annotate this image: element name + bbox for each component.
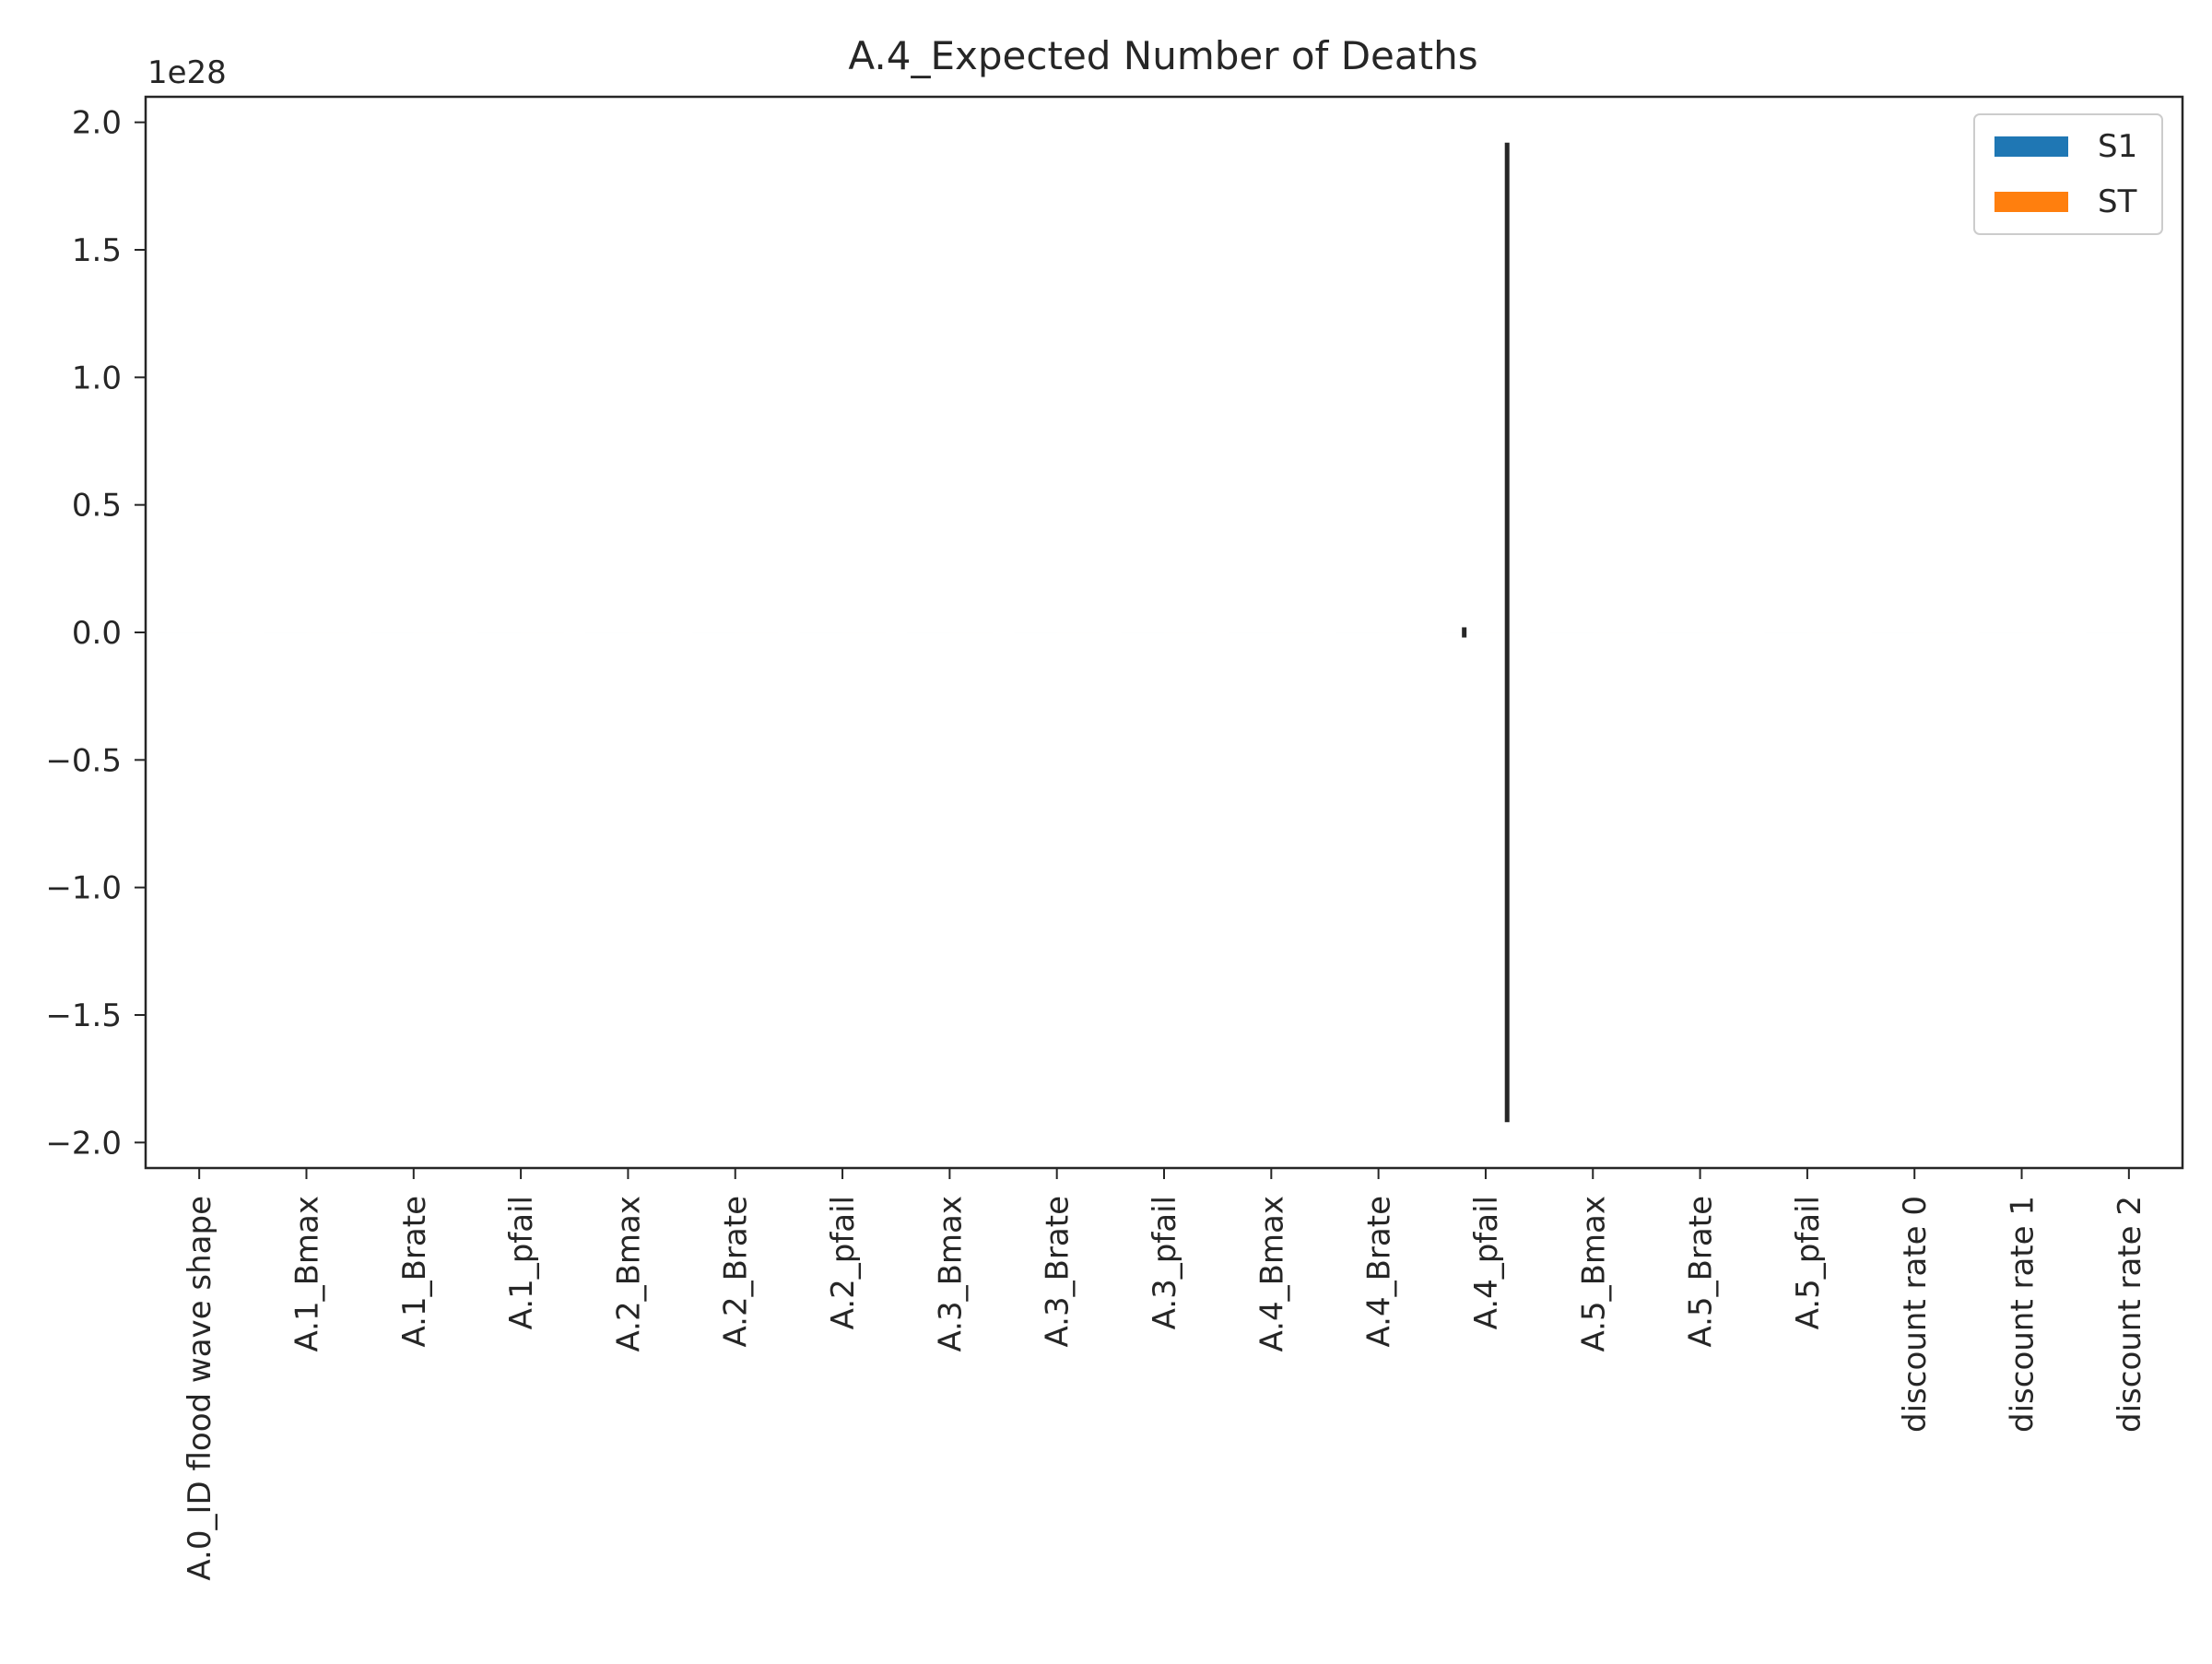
y-tick-label: 0.5 [72, 488, 122, 525]
x-tick-label: A.5_Bmax [1575, 1196, 1612, 1352]
x-tick-label: discount rate 2 [2112, 1196, 2148, 1433]
x-tick-label: discount rate 1 [2005, 1196, 2041, 1433]
y-tick-label: 0.0 [72, 615, 122, 652]
y-tick-label: −1.5 [45, 997, 122, 1034]
chart-title: A.4_Expected Number of Deaths [848, 33, 1477, 78]
x-tick-label: A.2_Brate [718, 1196, 755, 1348]
x-tick-label: A.5_pfail [1790, 1196, 1827, 1329]
legend: S1 ST [1974, 114, 2162, 234]
x-tick-label: A.3_pfail [1147, 1196, 1183, 1329]
x-tick-label: discount rate 0 [1897, 1196, 1934, 1433]
x-tick-label: A.4_Brate [1361, 1196, 1398, 1348]
x-tick-label: A.2_pfail [825, 1196, 862, 1329]
x-tick-label: A.4_pfail [1468, 1196, 1505, 1329]
plot-area: −2.0 −1.5 −1.0 −0.5 0.0 0.5 1.0 1.5 2.0 A.0_ID fl… [45, 105, 2171, 1581]
x-tick-label: A.2_Bmax [610, 1196, 647, 1352]
x-tick-label: A.3_Bmax [932, 1196, 969, 1352]
x-tick-label: A.1_Brate [396, 1196, 433, 1348]
y-tick-label: −1.0 [45, 870, 122, 907]
y-tick-label: −2.0 [45, 1125, 122, 1162]
y-tick-label: 1.0 [72, 360, 122, 396]
y-tick-label: 2.0 [72, 105, 122, 142]
y-tick-label: 1.5 [72, 232, 122, 269]
legend-label-ST: ST [2098, 183, 2137, 220]
legend-swatch-S1 [1994, 136, 2068, 157]
y-tick-label: −0.5 [45, 742, 122, 779]
y-axis-offset-label: 1e28 [147, 54, 227, 91]
legend-label-S1: S1 [2098, 128, 2137, 165]
x-tick-label: A.3_Brate [1040, 1196, 1077, 1348]
x-tick-label: A.4_Bmax [1253, 1196, 1290, 1352]
x-tick-label: A.5_Brate [1683, 1196, 1720, 1348]
x-tick-label: A.1_Bmax [288, 1196, 325, 1352]
legend-swatch-ST [1994, 192, 2068, 212]
x-tick-label: A.1_pfail [503, 1196, 540, 1329]
x-tick-label: A.0_ID flood wave shape [182, 1196, 218, 1581]
